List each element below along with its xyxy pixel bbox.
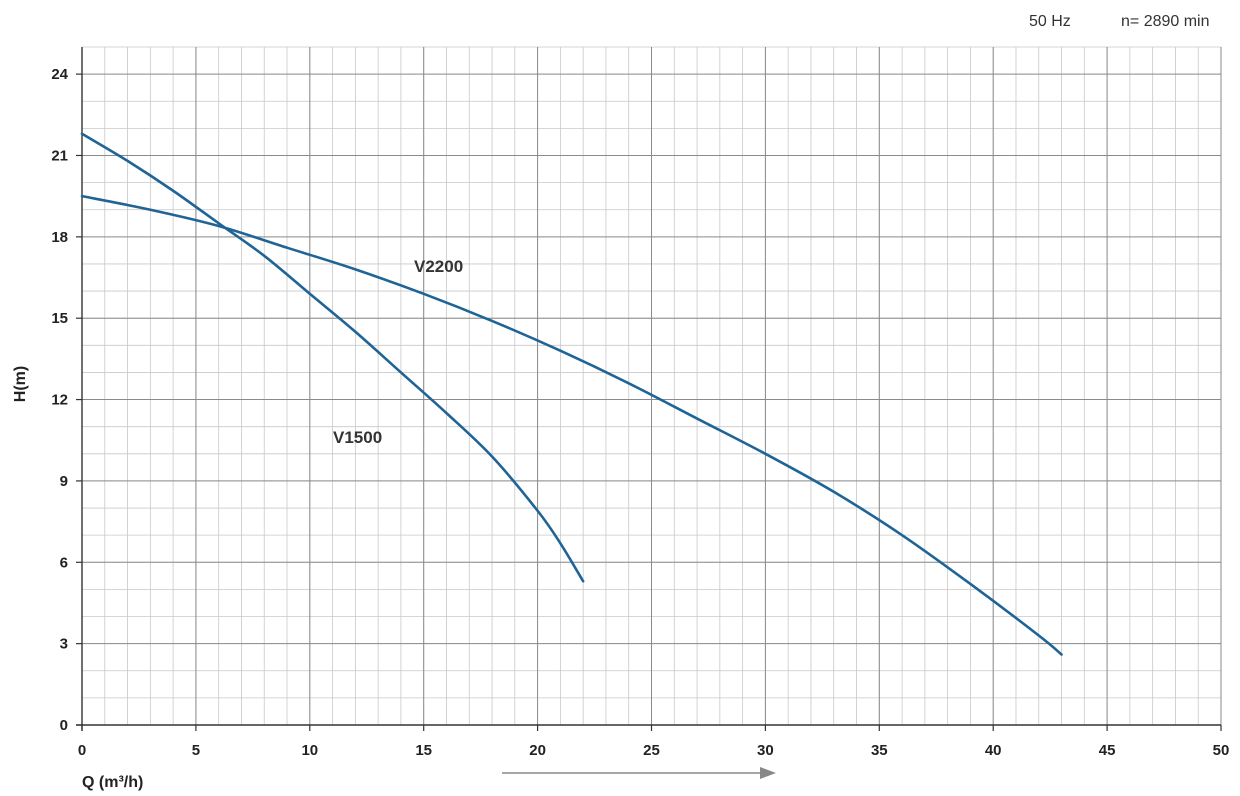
y-tick-label: 9 xyxy=(60,473,68,490)
axes xyxy=(76,47,1222,731)
y-axis-label: H(m) xyxy=(12,366,29,402)
curve-v2200 xyxy=(80,194,1063,656)
x-axis-label: Q (m³/h) xyxy=(82,774,143,791)
frequency-label: 50 Hz xyxy=(1029,13,1071,30)
x-tick-label: 15 xyxy=(415,742,432,759)
series-label-v2200: V2200 xyxy=(414,257,463,276)
x-tick-label: 50 xyxy=(1213,742,1230,759)
x-tick-label: 0 xyxy=(78,742,86,759)
curve-v1500 xyxy=(80,132,585,583)
curves xyxy=(80,132,1063,656)
x-tick-label: 35 xyxy=(871,742,888,759)
y-tick-label: 18 xyxy=(51,229,68,246)
x-tick-label: 30 xyxy=(757,742,774,759)
x-tick-label: 45 xyxy=(1099,742,1116,759)
x-tick-label: 5 xyxy=(192,742,200,759)
y-tick-label: 21 xyxy=(51,147,68,164)
major-grid xyxy=(81,47,1222,726)
x-tick-label: 40 xyxy=(985,742,1002,759)
speed-label: n= 2890 min xyxy=(1121,13,1210,30)
y-tick-label: 0 xyxy=(60,717,68,734)
y-tick-label: 15 xyxy=(51,310,68,327)
y-tick-label: 24 xyxy=(51,66,68,83)
y-tick-label: 6 xyxy=(60,554,68,571)
x-tick-labels: 0 5 10 15 20 25 30 35 40 45 50 xyxy=(78,742,1230,759)
x-tick-label: 25 xyxy=(643,742,660,759)
flow-direction-arrow xyxy=(502,767,776,779)
x-tick-label: 10 xyxy=(301,742,318,759)
y-tick-labels: 0 3 6 9 12 15 18 21 24 xyxy=(51,66,68,734)
y-tick-label: 3 xyxy=(60,636,68,653)
y-tick-label: 12 xyxy=(51,392,68,409)
series-label-v1500: V1500 xyxy=(333,428,382,447)
x-tick-label: 20 xyxy=(529,742,546,759)
